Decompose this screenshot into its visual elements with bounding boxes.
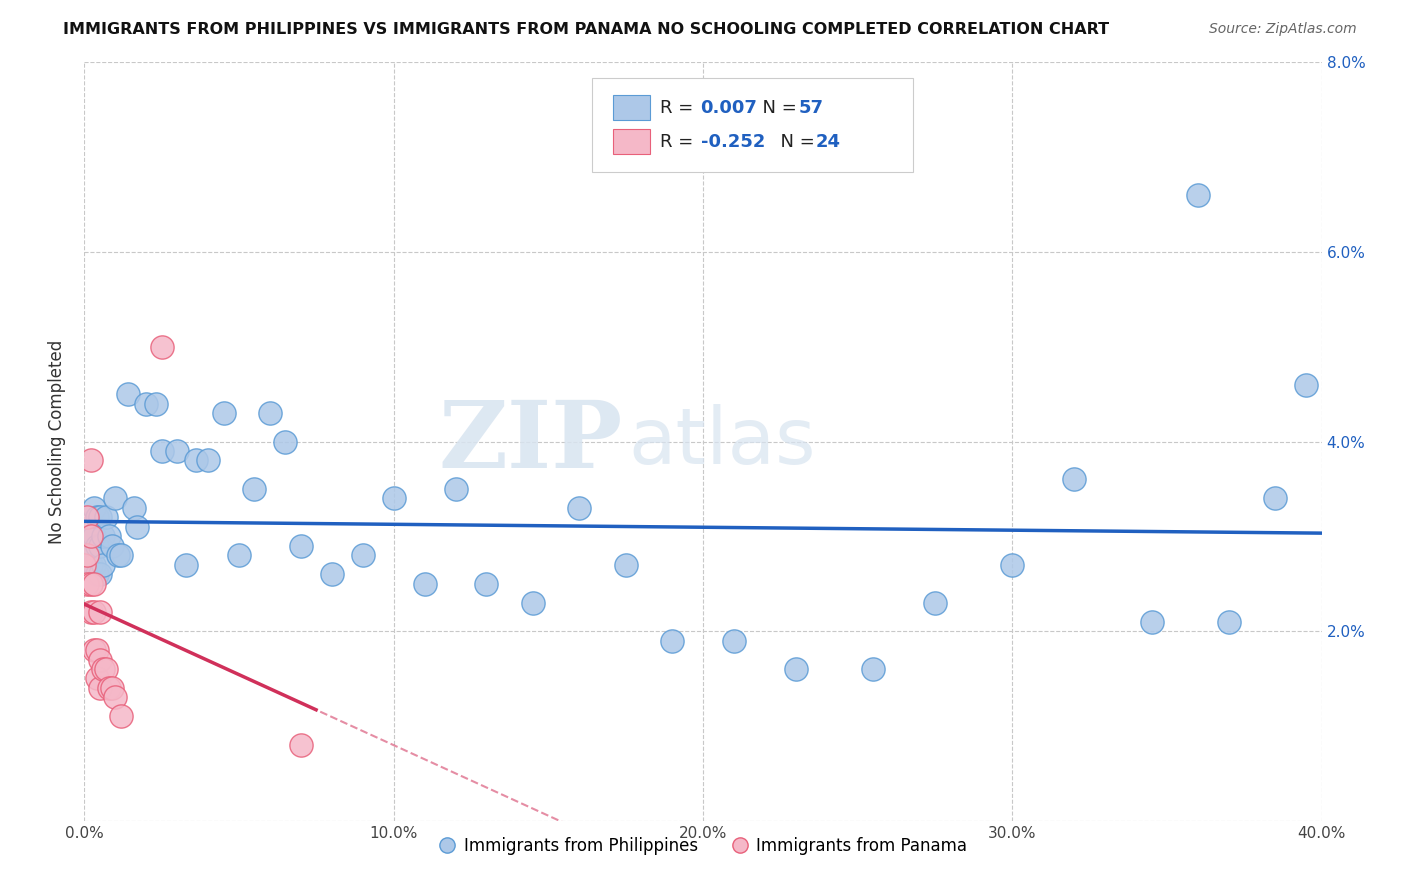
Point [94, 662, 117, 676]
Point [723, 633, 745, 648]
Text: -0.252: -0.252 [700, 133, 765, 151]
Point [110, 709, 132, 723]
Point [166, 444, 188, 458]
Point [352, 548, 374, 563]
Point [290, 539, 312, 553]
Text: R =: R = [659, 99, 699, 117]
Point [197, 453, 219, 467]
Point [79, 529, 101, 543]
Point [382, 491, 405, 506]
Point [413, 576, 436, 591]
Text: ZIP: ZIP [439, 397, 623, 486]
Point [924, 596, 946, 610]
Point [259, 406, 281, 420]
Point [89, 605, 111, 619]
Point [475, 576, 498, 591]
Point [83, 605, 105, 619]
Point [176, 558, 198, 572]
Point [79, 453, 101, 467]
Point [1063, 473, 1085, 487]
Point [104, 690, 127, 705]
Point [785, 662, 807, 676]
Point [135, 396, 157, 410]
Point [104, 491, 127, 506]
Point [86, 510, 108, 524]
Point [91, 558, 114, 572]
Text: IMMIGRANTS FROM PHILIPPINES VS IMMIGRANTS FROM PANAMA NO SCHOOLING COMPLETED COR: IMMIGRANTS FROM PHILIPPINES VS IMMIGRANT… [63, 22, 1109, 37]
Point [1218, 615, 1240, 629]
Point [86, 539, 108, 553]
Point [79, 576, 101, 591]
Point [661, 633, 683, 648]
Text: N =: N = [751, 99, 803, 117]
Text: 0.007: 0.007 [700, 99, 758, 117]
Point [274, 434, 297, 449]
Point [83, 529, 105, 543]
Point [98, 681, 121, 695]
Point [73, 558, 96, 572]
Point [1264, 491, 1286, 506]
Point [86, 567, 108, 582]
Text: 57: 57 [799, 99, 824, 117]
Point [522, 596, 544, 610]
Point [91, 662, 114, 676]
Point [86, 643, 108, 657]
Point [101, 681, 124, 695]
Point [125, 520, 148, 534]
Point [614, 558, 637, 572]
Point [1295, 377, 1317, 392]
Text: atlas: atlas [628, 403, 817, 480]
Point [79, 529, 101, 543]
FancyBboxPatch shape [613, 95, 650, 120]
Point [145, 396, 167, 410]
Point [212, 406, 235, 420]
Text: N =: N = [769, 133, 820, 151]
Point [122, 500, 145, 515]
Point [89, 539, 111, 553]
Y-axis label: No Schooling Completed: No Schooling Completed [48, 340, 66, 543]
Point [76, 510, 98, 524]
Point [79, 558, 101, 572]
Point [862, 662, 884, 676]
Point [110, 548, 132, 563]
Point [1187, 188, 1209, 202]
FancyBboxPatch shape [613, 129, 650, 154]
Point [321, 567, 343, 582]
Point [150, 340, 173, 354]
FancyBboxPatch shape [592, 78, 914, 172]
Point [83, 558, 105, 572]
Point [76, 576, 98, 591]
Point [94, 510, 117, 524]
Point [76, 548, 98, 563]
Point [89, 652, 111, 666]
Point [290, 738, 312, 752]
Point [91, 529, 114, 543]
Point [83, 576, 105, 591]
Point [89, 567, 111, 582]
Point [76, 548, 98, 563]
Legend: Immigrants from Philippines, Immigrants from Panama: Immigrants from Philippines, Immigrants … [432, 830, 974, 862]
Point [107, 548, 129, 563]
Point [184, 453, 207, 467]
Point [89, 510, 111, 524]
Point [444, 482, 467, 496]
Point [150, 444, 173, 458]
Point [98, 529, 121, 543]
Point [101, 539, 124, 553]
Point [79, 605, 101, 619]
Point [83, 643, 105, 657]
Point [228, 548, 250, 563]
Text: R =: R = [659, 133, 699, 151]
Point [83, 500, 105, 515]
Point [1140, 615, 1163, 629]
Text: Source: ZipAtlas.com: Source: ZipAtlas.com [1209, 22, 1357, 37]
Text: 24: 24 [815, 133, 841, 151]
Point [89, 681, 111, 695]
Point [243, 482, 266, 496]
Point [568, 500, 591, 515]
Point [86, 672, 108, 686]
Point [117, 387, 139, 401]
Point [1001, 558, 1024, 572]
